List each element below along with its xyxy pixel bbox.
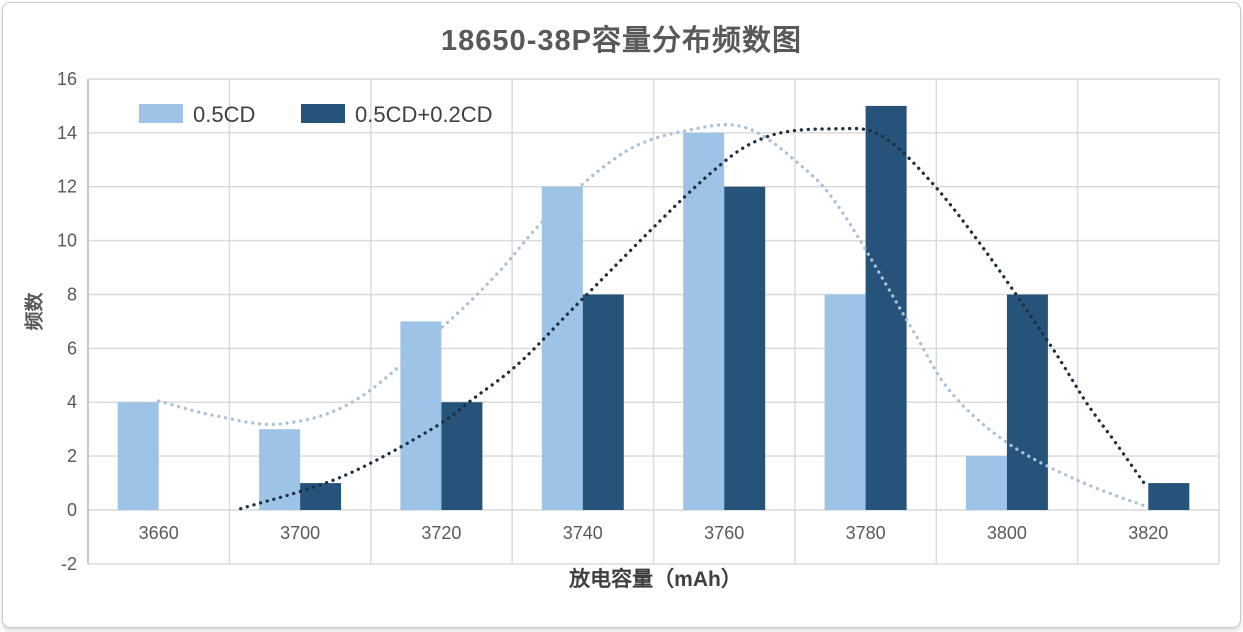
y-tick-label: 8 xyxy=(67,285,77,305)
bar-0.5CD+0.2CD-3720 xyxy=(441,402,483,510)
bar-0.5CD+0.2CD-3760 xyxy=(724,186,766,510)
bar-0.5CD-3800 xyxy=(965,456,1007,510)
y-tick-label: 2 xyxy=(67,446,77,466)
legend-label-0.5CD: 0.5CD xyxy=(193,102,255,127)
y-tick-label: 16 xyxy=(57,69,77,89)
x-tick-label: 3760 xyxy=(704,523,744,543)
bar-0.5CD-3660 xyxy=(117,402,159,510)
trend-curve-0.5CD+0.2CD xyxy=(239,126,1146,511)
x-tick-label: 3740 xyxy=(563,523,603,543)
legend-swatch-0.5CD+0.2CD xyxy=(301,104,345,123)
x-tick-label: 3800 xyxy=(987,523,1027,543)
bar-0.5CD-3760 xyxy=(683,132,725,511)
bar-0.5CD-3740 xyxy=(541,186,583,510)
bar-0.5CD+0.2CD-3700 xyxy=(300,483,342,510)
trend-curve-0.5CD xyxy=(157,123,1150,509)
y-axis-title: 频数 xyxy=(24,292,46,331)
y-tick-label: 10 xyxy=(57,231,77,251)
y-tick-label: -2 xyxy=(61,554,77,574)
legend-swatch-0.5CD xyxy=(139,104,183,123)
x-tick-label: 3720 xyxy=(421,523,461,543)
chart-title: 18650-38P容量分布频数图 xyxy=(441,25,802,57)
bar-0.5CD+0.2CD-3740 xyxy=(582,294,624,510)
x-tick-label: 3820 xyxy=(1128,523,1168,543)
y-tick-label: 12 xyxy=(57,177,77,197)
chart-plot-area: -2 0 2 4 6 8 10 12 14 16 3660 3700 3720 3740 3760 3780 3… xyxy=(57,69,1220,574)
bar-0.5CD+0.2CD-3820 xyxy=(1148,483,1190,510)
y-tick-label: 6 xyxy=(67,338,77,358)
y-tick-label: 4 xyxy=(67,392,77,412)
x-tick-label: 3660 xyxy=(139,523,179,543)
bar-0.5CD+0.2CD-3800 xyxy=(1006,294,1048,510)
x-tick-label: 3780 xyxy=(846,523,886,543)
legend-label-0.5CD+0.2CD: 0.5CD+0.2CD xyxy=(355,102,493,127)
y-tick-label: 14 xyxy=(57,123,77,143)
y-tick-label: 0 xyxy=(67,500,77,520)
x-axis-title: 放电容量（mAh） xyxy=(569,568,742,591)
x-tick-label: 3700 xyxy=(280,523,320,543)
bar-0.5CD-3720 xyxy=(400,321,442,510)
bar-0.5CD-3780 xyxy=(824,294,866,510)
